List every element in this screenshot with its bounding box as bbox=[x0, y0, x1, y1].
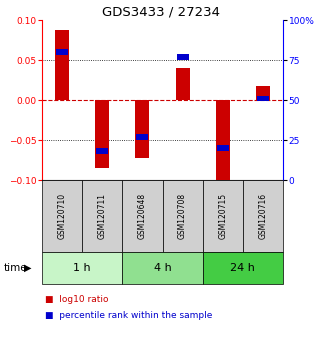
Bar bbox=[256, 86, 270, 100]
Text: ▶: ▶ bbox=[24, 263, 31, 273]
Text: GSM120648: GSM120648 bbox=[138, 193, 147, 239]
Text: GSM120711: GSM120711 bbox=[98, 193, 107, 239]
Text: 4 h: 4 h bbox=[154, 263, 171, 273]
Bar bbox=[55, 30, 69, 100]
Text: GSM120708: GSM120708 bbox=[178, 193, 187, 239]
Text: ■  percentile rank within the sample: ■ percentile rank within the sample bbox=[45, 311, 213, 320]
Bar bbox=[177, 54, 188, 59]
Text: ■  log10 ratio: ■ log10 ratio bbox=[45, 295, 109, 304]
Bar bbox=[135, 100, 150, 158]
Bar bbox=[136, 134, 148, 139]
Bar bbox=[96, 148, 108, 154]
Text: 24 h: 24 h bbox=[230, 263, 255, 273]
Text: time: time bbox=[3, 263, 27, 273]
Bar bbox=[95, 100, 109, 168]
Bar bbox=[257, 96, 269, 101]
Bar bbox=[216, 100, 230, 181]
Text: GSM120715: GSM120715 bbox=[218, 193, 227, 239]
Text: 1 h: 1 h bbox=[74, 263, 91, 273]
Bar bbox=[217, 145, 229, 151]
Text: GSM120716: GSM120716 bbox=[258, 193, 267, 239]
Text: GDS3433 / 27234: GDS3433 / 27234 bbox=[101, 6, 220, 18]
Bar bbox=[56, 49, 68, 55]
Text: GSM120710: GSM120710 bbox=[57, 193, 66, 239]
Bar bbox=[176, 68, 190, 100]
